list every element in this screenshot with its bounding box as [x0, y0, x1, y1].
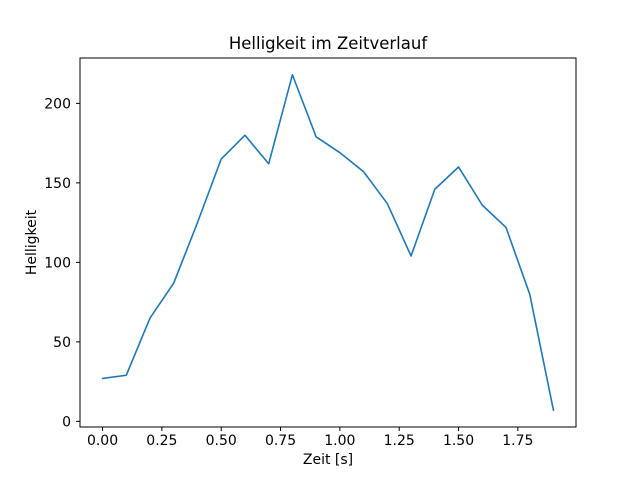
y-tick-label: 150 [44, 176, 71, 192]
y-tick-label: 200 [44, 96, 71, 112]
x-axis-label: Zeit [s] [303, 452, 353, 468]
y-axis-label: Helligkeit [24, 209, 40, 275]
x-tick-label: 1.25 [384, 433, 415, 449]
x-tick-label: 0.50 [206, 433, 237, 449]
y-tick-label: 0 [62, 414, 71, 430]
data-line [101, 73, 555, 412]
x-tick-label: 1.50 [443, 433, 474, 449]
x-tick-label: 0.75 [265, 433, 296, 449]
plot-frame [79, 57, 577, 428]
y-tick-label: 50 [53, 335, 71, 351]
x-tick-label: 0.00 [87, 433, 118, 449]
y-tick-label: 100 [44, 255, 71, 271]
x-tick-label: 1.75 [502, 433, 533, 449]
chart-title: Helligkeit im Zeitverlauf [229, 34, 428, 53]
x-tick-label: 1.00 [324, 433, 355, 449]
x-tick-label: 0.25 [146, 433, 177, 449]
